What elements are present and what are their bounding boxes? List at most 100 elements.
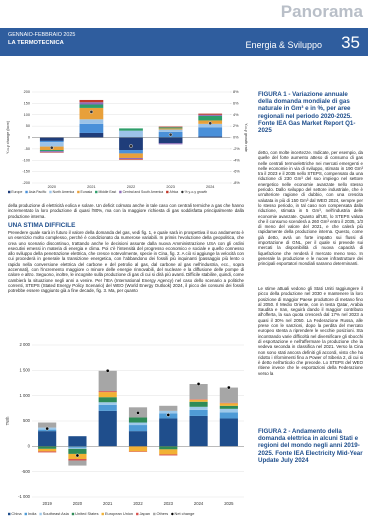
x-tick-label: 2022 (133, 501, 143, 506)
bar-segment (38, 446, 57, 449)
bar-segment (158, 143, 183, 145)
legend-swatch (153, 512, 156, 516)
y2-axis-label: Y-o-y growth rate (244, 123, 248, 152)
bar-segment (119, 159, 143, 160)
tick-label: 2% (233, 124, 239, 128)
legend-label: North America (53, 190, 75, 194)
x-tick-label: 2020 (73, 501, 83, 506)
bar-segment (189, 415, 208, 447)
legend-swatch (49, 190, 52, 194)
page-number: 35 (341, 33, 360, 52)
bar-segment (98, 397, 117, 403)
bar-segment (38, 451, 57, 453)
marker (75, 453, 80, 458)
figure-2-chart: -1 000 -500 0 500 1 000 1 500 2 000 TWh 2019 2020… (5, 342, 244, 516)
paragraph: della produzione di elettricità eolica e… (8, 203, 244, 219)
tick-label: -4% (233, 158, 240, 162)
legend-swatch (166, 190, 169, 194)
bar-segment (68, 446, 87, 448)
marker (196, 382, 201, 386)
legend-swatch (171, 512, 174, 516)
legend-swatch (8, 190, 11, 194)
bar-segment (189, 409, 208, 416)
bar-segment (98, 410, 117, 447)
tick-label: 0% (233, 136, 239, 140)
legend-label: Eurasia (81, 190, 93, 194)
bar-segment (158, 137, 183, 144)
bar-segment (198, 123, 223, 128)
y-axis-label: Y-o-y change (bcm) (6, 120, 10, 154)
legend-label: Net change (175, 511, 195, 516)
x-tick-label: 2019 (42, 501, 52, 506)
marker (50, 145, 54, 150)
marker (89, 110, 94, 114)
marker (168, 132, 173, 137)
paragraph: Prevedere quale sarà in futuro il valore… (8, 230, 244, 294)
bar-segment (119, 130, 143, 138)
bar-segment (79, 132, 104, 138)
bar-segment (39, 140, 64, 143)
marker (136, 411, 140, 415)
tick-label: 100 (24, 113, 30, 117)
marker (45, 426, 49, 431)
x-tick-label: 2023 (164, 501, 174, 506)
bar-segment (68, 436, 87, 447)
bar-segment (128, 451, 148, 452)
bar-segment (128, 422, 148, 426)
tick-label: -200 (22, 181, 30, 185)
figure-1-chart: -200 -150 -100 -50 0 50 100 150 200 -8% -6% -4% -2% 0… (6, 90, 248, 194)
marker (208, 121, 212, 126)
bar-segment (38, 448, 57, 452)
bar-segment (128, 431, 148, 447)
legend-label: % y-o-y growth (185, 190, 208, 194)
bar-segment (189, 384, 208, 400)
bar-segment (159, 449, 178, 455)
bar-segment (79, 123, 104, 133)
tick-label: 1 000 (20, 393, 31, 398)
x-tick-label: 2023 (166, 185, 174, 189)
legend-label: Europe (11, 190, 22, 194)
bar-segment (128, 417, 148, 423)
bar-segment (38, 431, 57, 447)
x-tick-label: 2024 (206, 185, 214, 189)
legend-label: Middle East (98, 190, 116, 194)
bar-segment (119, 128, 143, 131)
bar-segment (128, 446, 148, 452)
bar-segment (39, 150, 64, 152)
legend-label: Japan (139, 511, 150, 516)
x-tick-label: 2021 (87, 185, 95, 189)
legend-label: Central and South America (123, 190, 164, 194)
figure-caption: FIGURA 1 - Variazione annuale della doma… (258, 91, 356, 135)
bar-segment (198, 114, 223, 116)
tick-label: 0 (28, 443, 31, 448)
y-axis-label: TWh (5, 416, 10, 426)
bar-segment (219, 387, 238, 403)
bar-segment (98, 402, 117, 405)
bar-segment (189, 399, 208, 402)
bar-segment (79, 104, 104, 108)
bar-segment (79, 119, 104, 124)
legend-swatch (25, 190, 28, 194)
section-title: Panorama (280, 2, 363, 21)
bar-segment (159, 454, 178, 456)
x-tick-label: 2021 (103, 501, 113, 506)
bar-segment (68, 460, 87, 466)
bar-segment (39, 142, 64, 147)
legend-label: India (28, 511, 37, 516)
bar-segment (219, 403, 238, 406)
legend-label: Asia Pacific (29, 190, 47, 194)
paragraph: Le stime attuali vedono gli Stati Uniti … (258, 286, 363, 376)
bar-segment (219, 408, 238, 413)
bar-segment (39, 137, 64, 141)
bar-segment (68, 459, 87, 461)
tick-label: -2% (233, 147, 240, 151)
bar-segment (158, 129, 183, 132)
legend-swatch (95, 190, 98, 194)
bar-segment (79, 99, 104, 103)
legend-label: United States (75, 511, 98, 516)
issue: GENNAIO-FEBBRAIO 2025 (8, 32, 76, 38)
tick-label: 2 000 (20, 342, 31, 347)
legend-swatch (77, 190, 80, 194)
legend-swatch (8, 512, 11, 516)
